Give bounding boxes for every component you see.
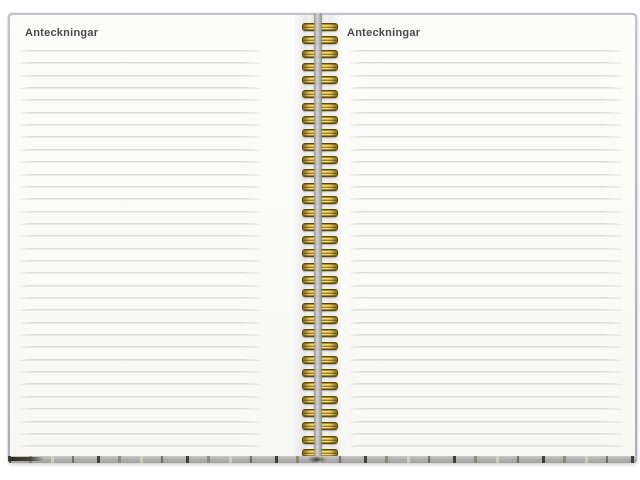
ruled-line: [20, 395, 260, 397]
ruled-line: [20, 173, 260, 175]
ruled-line: [350, 395, 622, 397]
ruled-line: [350, 148, 622, 150]
ruled-line: [350, 432, 622, 434]
ruled-line: [350, 334, 622, 336]
ruled-lines-right: [330, 15, 635, 456]
ruled-line: [350, 62, 622, 64]
ruled-line: [350, 235, 622, 237]
ruled-line: [350, 74, 622, 76]
ruled-line: [20, 222, 260, 224]
ruled-line: [350, 99, 622, 101]
ruled-line: [350, 111, 622, 113]
ruled-line: [350, 309, 622, 311]
ruled-line: [20, 50, 260, 51]
ruled-line: [20, 420, 260, 422]
ruled-line: [350, 136, 622, 138]
ruled-line: [20, 74, 260, 76]
ruled-line: [350, 222, 622, 224]
ruled-line: [350, 173, 622, 175]
ruled-line: [350, 161, 622, 163]
ruled-line: [20, 432, 260, 434]
page-left: Anteckningar: [10, 15, 305, 456]
ruled-line: [20, 284, 260, 286]
ruled-line: [20, 235, 260, 237]
ruled-line: [350, 198, 622, 200]
ruled-line: [20, 87, 260, 89]
ruled-line: [350, 346, 622, 348]
ruled-line: [20, 272, 260, 274]
page-heading-right: Anteckningar: [347, 27, 421, 39]
ruled-line: [20, 62, 260, 64]
ruled-line: [20, 247, 260, 249]
ruled-line: [350, 408, 622, 410]
ruled-line: [350, 297, 622, 298]
ruled-line: [20, 161, 260, 163]
notebook-spread: Anteckningar Anteckningar: [8, 13, 637, 463]
ruled-line: [20, 198, 260, 200]
ruled-line: [350, 259, 622, 261]
ruled-lines-left: [10, 15, 305, 456]
ruled-line: [350, 50, 622, 51]
ruled-line: [20, 371, 260, 373]
ruled-line: [350, 420, 622, 422]
ruled-line: [350, 284, 622, 286]
ruled-line: [20, 408, 260, 410]
ruled-line: [20, 334, 260, 336]
ruled-line: [350, 321, 622, 323]
ruled-line: [20, 259, 260, 261]
ruled-line: [20, 297, 260, 298]
ruled-line: [20, 148, 260, 150]
cover-edge-bottom: [8, 456, 637, 463]
ruled-line: [20, 136, 260, 138]
ruled-line: [350, 371, 622, 373]
ruled-line: [20, 445, 260, 447]
ruled-line: [350, 358, 622, 360]
ruled-line: [20, 210, 260, 212]
page-heading-left: Anteckningar: [25, 27, 99, 39]
ruled-line: [20, 358, 260, 360]
ruled-line: [350, 383, 622, 385]
ruled-line: [20, 99, 260, 101]
ruled-line: [20, 383, 260, 385]
ruled-line: [20, 346, 260, 348]
ruled-line: [20, 321, 260, 323]
ruled-line: [350, 210, 622, 212]
spiral-binding: [8, 13, 637, 463]
spine-rod: [314, 13, 322, 456]
ruled-line: [20, 111, 260, 113]
ruled-line: [350, 272, 622, 274]
ruled-line: [20, 124, 260, 126]
ruled-line: [20, 185, 260, 187]
ruled-line: [20, 309, 260, 311]
ruled-line: [350, 247, 622, 249]
ruled-line: [350, 124, 622, 126]
ruled-line: [350, 445, 622, 447]
ruled-line: [350, 185, 622, 187]
ruled-line: [350, 87, 622, 89]
